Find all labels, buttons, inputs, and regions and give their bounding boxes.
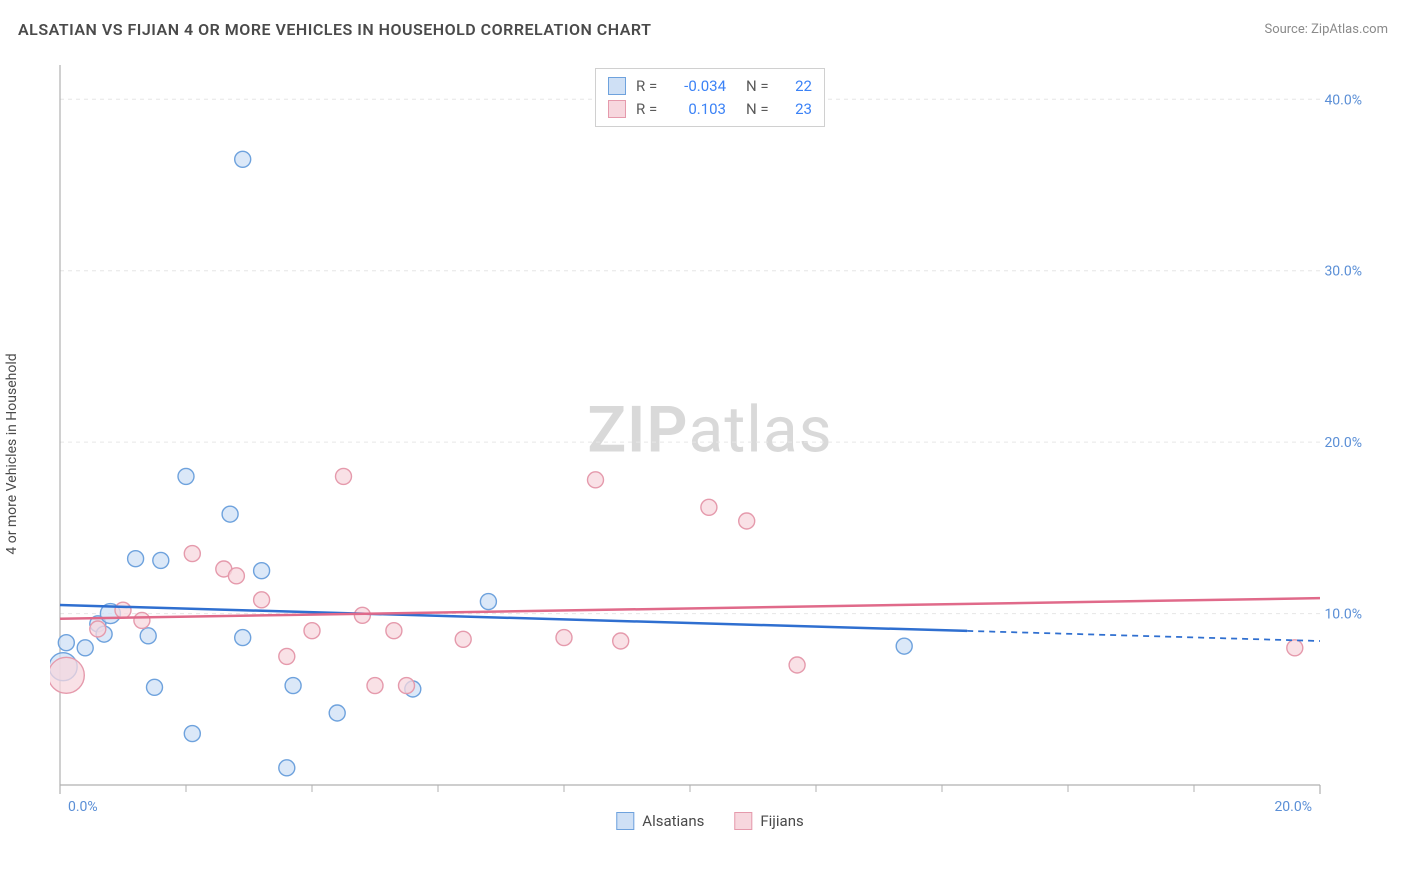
data-point [336, 468, 352, 484]
data-point [367, 678, 383, 694]
chart-source: Source: ZipAtlas.com [1264, 22, 1388, 37]
legend-r-label: R = [636, 75, 664, 98]
data-point [279, 760, 295, 776]
data-point [304, 623, 320, 639]
data-point [386, 623, 402, 639]
data-point [222, 506, 238, 522]
data-point [613, 633, 629, 649]
data-point [354, 607, 370, 623]
regression-line-extrapolated [967, 631, 1320, 641]
legend-series-label: Fijians [760, 812, 803, 830]
y-tick-label: 10.0% [1324, 607, 1362, 623]
data-point [184, 726, 200, 742]
data-point [556, 630, 572, 646]
y-tick-label: 20.0% [1324, 435, 1362, 451]
x-tick-label: 20.0% [1274, 799, 1312, 815]
legend-swatch [608, 77, 626, 95]
legend-correlation-row: R = -0.034 N = 22 [608, 75, 812, 98]
legend-r-value: 0.103 [674, 98, 726, 121]
data-point [285, 678, 301, 694]
legend-correlation-row: R = 0.103 N = 23 [608, 98, 812, 121]
data-point [701, 499, 717, 515]
data-point [134, 612, 150, 628]
data-point [235, 630, 251, 646]
data-point [455, 631, 471, 647]
data-point [128, 551, 144, 567]
legend-series: Alsatians Fijians [616, 812, 803, 830]
data-point [50, 657, 84, 693]
data-point [228, 568, 244, 584]
regression-line [60, 598, 1320, 619]
legend-r-label: R = [636, 98, 664, 121]
scatter-plot: 10.0% 20.0% 30.0% 40.0% 0.0% 20.0% [50, 60, 1370, 830]
data-point [789, 657, 805, 673]
y-tick-label: 40.0% [1324, 92, 1362, 108]
legend-swatch [734, 812, 752, 830]
data-point [77, 640, 93, 656]
data-point [279, 648, 295, 664]
data-point [329, 705, 345, 721]
data-point [140, 628, 156, 644]
data-point [480, 594, 496, 610]
data-point [115, 602, 131, 618]
legend-swatch [616, 812, 634, 830]
legend-series-item: Fijians [734, 812, 803, 830]
data-point [184, 546, 200, 562]
data-point [254, 563, 270, 579]
data-point [1287, 640, 1303, 656]
data-point [147, 679, 163, 695]
y-tick-label: 30.0% [1324, 264, 1362, 280]
legend-swatch [608, 100, 626, 118]
legend-r-value: -0.034 [674, 75, 726, 98]
data-point [399, 678, 415, 694]
chart-header: ALSATIAN VS FIJIAN 4 OR MORE VEHICLES IN… [18, 20, 1388, 39]
legend-n-label: N = [746, 98, 774, 121]
legend-series-label: Alsatians [642, 812, 704, 830]
data-point [254, 592, 270, 608]
legend-correlation: R = -0.034 N = 22 R = 0.103 N = 23 [595, 68, 825, 127]
legend-series-item: Alsatians [616, 812, 704, 830]
legend-n-label: N = [746, 75, 774, 98]
legend-n-value: 23 [784, 98, 812, 121]
data-point [58, 635, 74, 651]
data-point [153, 552, 169, 568]
data-point [588, 472, 604, 488]
legend-n-value: 22 [784, 75, 812, 98]
data-point [235, 151, 251, 167]
data-point [896, 638, 912, 654]
regression-line [60, 605, 967, 631]
y-axis-label: 4 or more Vehicles in Household [4, 353, 20, 554]
data-point [739, 513, 755, 529]
chart-area: ZIPatlas 10.0%20.0%30.0%40.0%0.0%20.0% R… [50, 60, 1370, 830]
data-point [90, 621, 106, 637]
data-point [178, 468, 194, 484]
x-tick-label: 0.0% [68, 799, 98, 815]
chart-title: ALSATIAN VS FIJIAN 4 OR MORE VEHICLES IN… [18, 20, 651, 39]
